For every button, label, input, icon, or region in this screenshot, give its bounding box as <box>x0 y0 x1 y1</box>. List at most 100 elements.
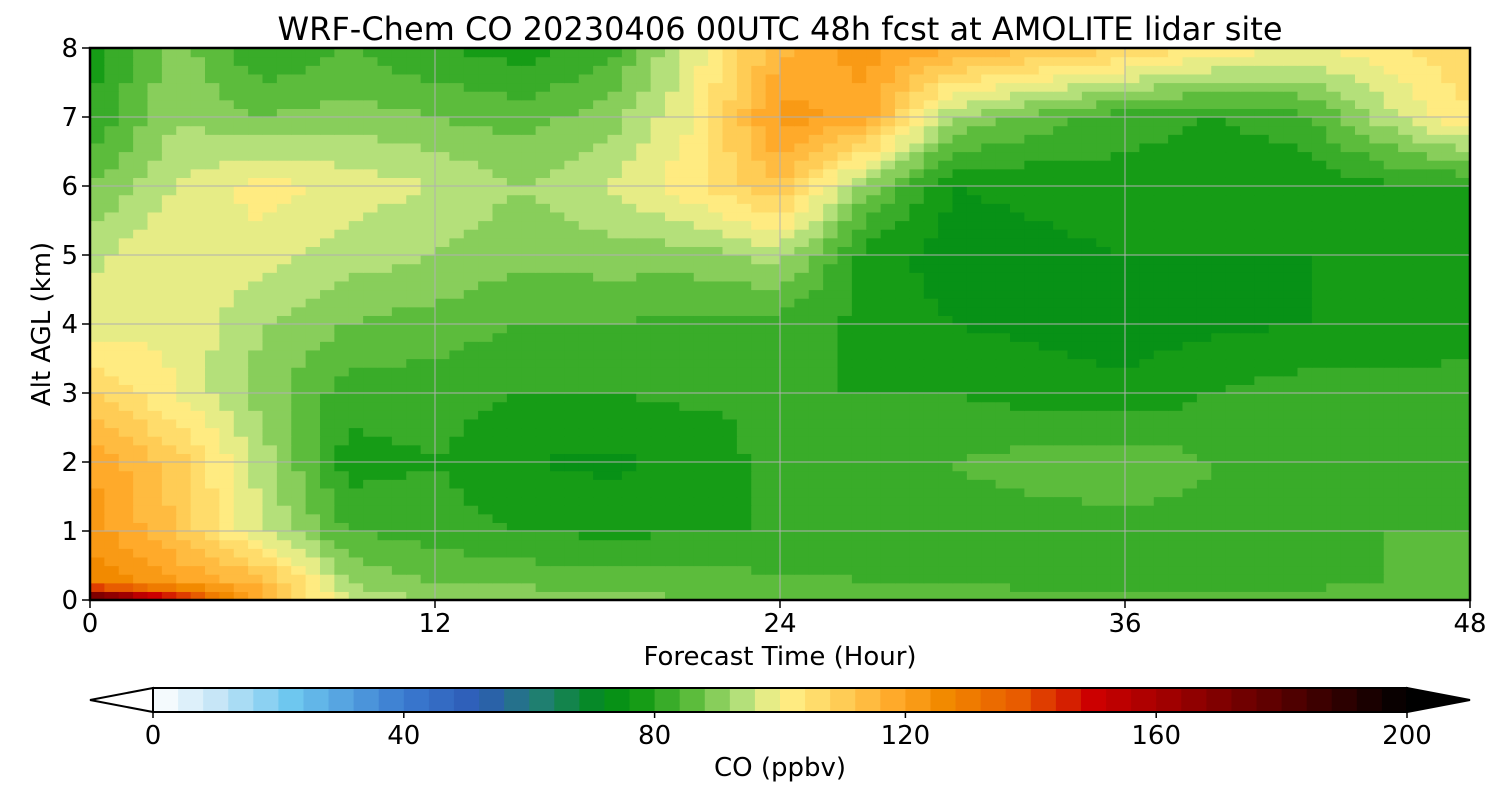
contour-cell <box>1225 574 1241 584</box>
contour-cell <box>478 487 494 498</box>
contour-cell <box>679 522 695 532</box>
contour-cell <box>406 522 422 532</box>
contour-cell <box>190 410 206 420</box>
contour-cell <box>851 237 867 247</box>
contour-cell <box>823 505 839 515</box>
contour-cell <box>478 255 494 265</box>
contour-cell <box>435 462 450 472</box>
contour-cell <box>837 436 853 446</box>
contour-cell <box>1240 401 1255 411</box>
contour-cell <box>736 418 752 429</box>
contour-cell <box>1240 444 1255 454</box>
contour-cell <box>1211 220 1227 230</box>
contour-cell <box>550 574 565 584</box>
contour-cell <box>1153 367 1169 377</box>
contour-cell <box>851 539 867 549</box>
contour-cell <box>492 393 508 403</box>
contour-cell <box>751 565 767 575</box>
contour-cell <box>1383 168 1399 178</box>
contour-cell <box>1024 375 1040 385</box>
contour-cell <box>1024 332 1040 342</box>
contour-cell <box>1139 263 1155 273</box>
contour-cell <box>1283 211 1299 222</box>
contour-cell <box>1240 436 1255 446</box>
contour-cell <box>736 341 752 351</box>
contour-cell <box>693 203 709 213</box>
contour-cell <box>1283 298 1299 308</box>
contour-cell <box>851 349 867 360</box>
contour-cell <box>866 513 882 523</box>
contour-cell <box>650 246 666 256</box>
contour-cell <box>449 427 465 437</box>
contour-cell <box>866 332 882 342</box>
contour-cell <box>780 358 795 368</box>
contour-cell <box>880 203 896 213</box>
contour-cell <box>1139 375 1155 385</box>
contour-cell <box>291 556 307 567</box>
contour-cell <box>90 194 105 204</box>
contour-cell <box>463 444 479 454</box>
contour-cell <box>693 272 709 282</box>
contour-cell <box>823 574 839 584</box>
contour-cell <box>708 505 724 515</box>
contour-cell <box>1383 324 1399 334</box>
contour-cell <box>391 280 407 291</box>
contour-cell <box>190 168 206 178</box>
contour-cell <box>1211 375 1227 385</box>
contour-cell <box>1024 548 1040 558</box>
contour-cell <box>765 375 781 385</box>
contour-cell <box>909 513 925 523</box>
contour-cell <box>607 539 623 549</box>
contour-cell <box>621 384 637 394</box>
contour-cell <box>880 177 896 187</box>
contour-cell <box>334 367 350 377</box>
contour-cell <box>851 151 867 161</box>
contour-cell <box>808 539 824 549</box>
contour-cell <box>205 496 220 506</box>
contour-cell <box>722 349 738 360</box>
contour-cell <box>1426 263 1442 273</box>
contour-cell <box>463 496 479 506</box>
contour-cell <box>406 574 422 584</box>
contour-cell <box>1038 246 1054 256</box>
contour-cell <box>147 565 163 575</box>
contour-cell <box>1196 393 1212 403</box>
contour-cell <box>952 332 968 342</box>
contour-cell <box>205 418 220 429</box>
contour-cell <box>363 255 379 265</box>
contour-cell <box>952 160 968 170</box>
contour-cell <box>1225 427 1241 437</box>
contour-cell <box>995 272 1011 282</box>
contour-cell <box>765 332 781 342</box>
contour-cell <box>219 453 235 463</box>
contour-cell <box>636 194 652 204</box>
contour-cell <box>880 513 896 523</box>
contour-cell <box>1268 298 1284 308</box>
contour-cell <box>708 591 724 601</box>
contour-cell <box>420 375 436 385</box>
contour-cell <box>895 574 910 584</box>
contour-cell <box>823 280 839 291</box>
contour-cell <box>1067 177 1083 187</box>
contour-cell <box>607 237 623 247</box>
contour-cell <box>176 487 192 498</box>
contour-cell <box>1355 505 1370 515</box>
contour-cell <box>90 384 105 394</box>
contour-cell <box>233 280 249 291</box>
contour-cell <box>765 410 781 420</box>
contour-cell <box>1081 289 1097 299</box>
contour-cell <box>521 151 537 161</box>
contour-cell <box>636 280 652 291</box>
contour-cell <box>248 255 264 265</box>
contour-cell <box>190 384 206 394</box>
contour-cell <box>923 220 939 230</box>
contour-cell <box>334 436 350 446</box>
contour-cell <box>305 393 321 403</box>
contour-cell <box>1081 229 1097 239</box>
contour-cell <box>593 255 609 265</box>
contour-cell <box>1196 280 1212 291</box>
contour-cell <box>506 496 522 506</box>
contour-cell <box>1110 211 1126 222</box>
contour-cell <box>938 565 954 575</box>
contour-cell <box>851 427 867 437</box>
